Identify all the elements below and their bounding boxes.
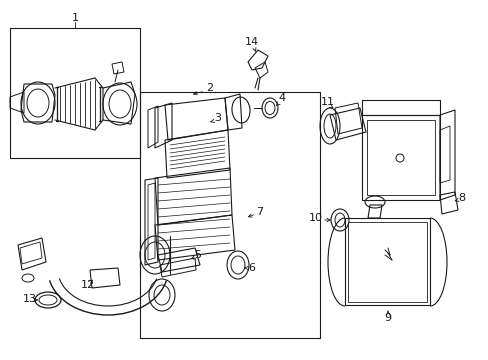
Text: 5: 5	[194, 250, 201, 260]
Text: 9: 9	[384, 313, 391, 323]
Text: 13: 13	[23, 294, 37, 304]
Text: 12: 12	[81, 280, 95, 290]
Text: 7: 7	[256, 207, 263, 217]
Text: 1: 1	[71, 13, 79, 23]
Text: 8: 8	[458, 193, 465, 203]
Text: 6: 6	[248, 263, 255, 273]
Bar	[10, 28, 140, 158]
Text: 2: 2	[206, 83, 213, 93]
Text: 4: 4	[278, 93, 285, 103]
Text: 11: 11	[320, 97, 334, 107]
Text: 3: 3	[214, 113, 221, 123]
Bar	[140, 92, 319, 338]
Text: 14: 14	[244, 37, 259, 47]
Text: 10: 10	[308, 213, 323, 223]
